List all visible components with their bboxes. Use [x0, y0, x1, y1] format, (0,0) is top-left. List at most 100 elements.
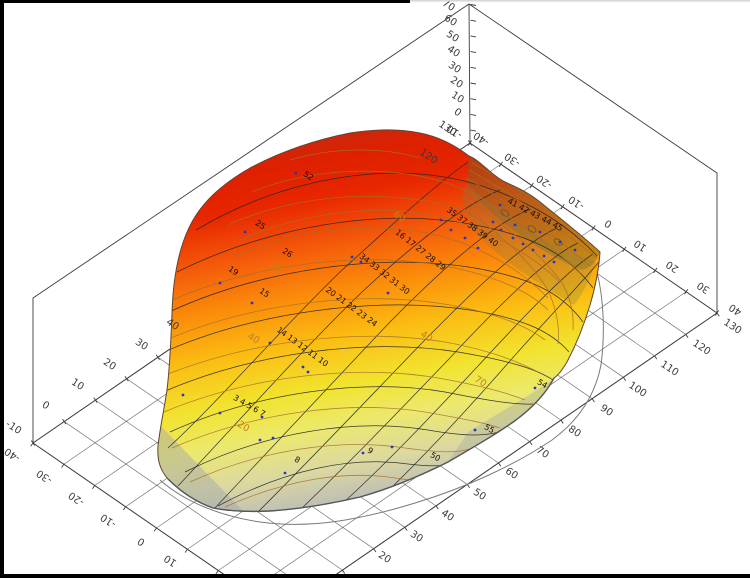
- data-point: [271, 436, 275, 440]
- grid-line: [684, 288, 689, 295]
- grid-line: [470, 66, 477, 69]
- data-point: [268, 341, 272, 345]
- grid-line: [61, 463, 65, 468]
- grid-line: [62, 418, 67, 425]
- grid-line: [529, 441, 533, 446]
- surface-shaded-band: [467, 156, 600, 270]
- label: 20: [376, 550, 393, 566]
- label: 0: [603, 217, 614, 230]
- label: 40: [245, 331, 261, 347]
- label: 120: [690, 338, 712, 358]
- label: 54: [536, 377, 549, 390]
- grid-line: [685, 334, 689, 338]
- contour-lines: [162, 149, 601, 508]
- grid-line: [470, 19, 477, 22]
- data-point: [350, 255, 354, 259]
- grid-line: [93, 397, 98, 403]
- data-point: [218, 281, 222, 285]
- data-point-dots: [181, 171, 577, 475]
- label: 40: [445, 44, 462, 60]
- grid-line: [184, 548, 188, 553]
- wall-edges: [32, 3, 718, 443]
- surface-shadow-outline: [159, 271, 604, 525]
- contour-level-labels: 60 60 40 40 20 70: [235, 209, 488, 435]
- data-point: [542, 254, 546, 258]
- surface-mesh-x: [162, 172, 598, 507]
- data-point: [361, 451, 365, 455]
- data-point: [531, 248, 535, 252]
- grid-line: [470, 4, 477, 6]
- data-point: [558, 240, 562, 244]
- axis-tick-labels: 706050403020100-40-30-20-100102030401301…: [3, 0, 744, 568]
- grid-line: [591, 225, 596, 231]
- data-point: [499, 228, 503, 232]
- label: 40: [418, 329, 434, 345]
- data-point: [473, 428, 477, 432]
- label: -40: [472, 129, 492, 147]
- label: 60: [267, 261, 283, 277]
- label: 8: [293, 455, 302, 465]
- data-point: [359, 260, 363, 264]
- grid-line: [215, 570, 219, 575]
- grid-line: [591, 398, 595, 403]
- label: -30: [35, 467, 55, 485]
- label: 110: [658, 359, 680, 379]
- grid-line: [622, 246, 627, 253]
- surface-rim-edge: [167, 377, 555, 513]
- z-axis-ticks: [470, 4, 477, 132]
- label: -10: [4, 419, 24, 437]
- label: 90: [598, 403, 615, 419]
- frame-left: [0, 0, 4, 578]
- label: -40: [3, 445, 23, 463]
- label: 0: [40, 400, 51, 413]
- surface: [157, 129, 601, 513]
- data-point: [181, 393, 185, 397]
- grid-line: [560, 419, 564, 424]
- data-point: [533, 386, 537, 390]
- label: 10: [69, 377, 86, 393]
- label: 60: [442, 13, 459, 29]
- data-point: [463, 236, 467, 240]
- surface-rim-shade-right: [448, 378, 554, 462]
- label: 40: [727, 301, 744, 317]
- frame-top: [0, 0, 410, 3]
- surface-shaded-band-lower: [462, 183, 596, 305]
- grid-line: [122, 506, 126, 511]
- label: 20: [448, 75, 465, 91]
- left-wall-edge: [32, 3, 470, 443]
- label: 10: [632, 237, 649, 253]
- label: 10: [162, 552, 179, 568]
- grid-line: [498, 161, 503, 168]
- grid-line: [529, 182, 534, 189]
- data-point: [294, 171, 298, 175]
- label: 70: [534, 445, 551, 461]
- grid-line: [470, 129, 477, 132]
- grid-line: [342, 569, 346, 574]
- label: 0: [452, 107, 463, 120]
- label: 50: [471, 487, 488, 503]
- label: 30: [133, 337, 150, 353]
- data-point: [511, 236, 515, 240]
- data-point: [513, 223, 517, 227]
- grid-line: [64, 421, 293, 578]
- data-point: [386, 291, 390, 295]
- grid-line: [560, 203, 565, 210]
- label: 10: [449, 90, 466, 106]
- band-ellipse-marks: [500, 209, 563, 246]
- data-point: [301, 365, 305, 369]
- label: -30: [503, 150, 523, 168]
- grid-line: [654, 355, 658, 360]
- grid-line: [155, 354, 160, 361]
- grid-line: [470, 51, 477, 54]
- grid-line: [653, 267, 658, 274]
- grid-line: [404, 527, 408, 531]
- label: 60: [503, 466, 520, 482]
- surface-fill: [157, 130, 601, 512]
- grid-line: [30, 442, 34, 447]
- data-point: [449, 228, 453, 232]
- grid-line: [470, 35, 477, 38]
- data-point: [258, 438, 262, 442]
- label: -10: [567, 193, 587, 211]
